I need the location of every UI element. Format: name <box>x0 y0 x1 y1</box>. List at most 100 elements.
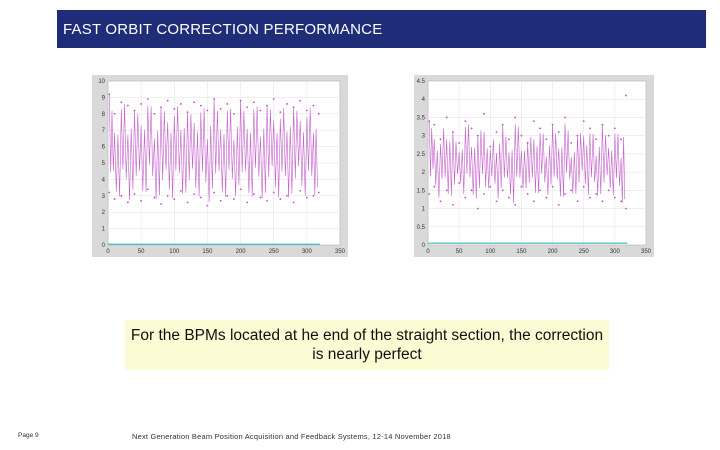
right-chart-point-min <box>520 185 523 188</box>
right-chart-point-min <box>470 189 473 192</box>
left-chart-point-min <box>246 201 249 204</box>
left-chart-y-tick-label: 9 <box>102 95 106 101</box>
right-chart-point-max <box>439 138 442 141</box>
right-chart-point-max <box>458 142 461 144</box>
right-chart-point-max <box>551 123 554 126</box>
left-chart-x-tick-label: 250 <box>269 249 280 255</box>
right-chart-point-min <box>508 196 510 199</box>
left-chart-point-max <box>160 106 162 109</box>
right-chart-point-max <box>514 116 517 119</box>
right-chart-point-max <box>470 127 473 130</box>
right-chart-point-min <box>445 189 448 192</box>
left-chart-point-max <box>140 103 143 105</box>
left-chart-point-min <box>226 194 229 197</box>
left-chart-point-min <box>305 196 308 199</box>
left-chart-point-min <box>266 199 268 202</box>
left-chart-x-tick-label: 150 <box>202 249 213 255</box>
right-chart-point-min <box>620 200 622 203</box>
left-chart-point-max <box>146 98 149 100</box>
left-plot-svg: 0 50 100 150 200 250 300 350 0 1 2 3 4 5 6 7 8 9 10 <box>98 79 345 255</box>
right-chart-point-max <box>476 134 479 137</box>
left-chart-point-max <box>266 104 268 107</box>
right-chart-point-min <box>532 200 535 203</box>
left-chart-point-max <box>166 99 169 102</box>
right-chart-point-max <box>582 120 585 122</box>
left-chart-point-max <box>133 109 136 112</box>
left-chart-point-min <box>259 196 262 199</box>
left-chart-x-tick-label: 50 <box>138 249 145 255</box>
right-chart-x-tick-label: 100 <box>485 249 496 255</box>
left-chart-y-tick-label: 2 <box>102 210 106 216</box>
left-chart-point-max <box>186 111 189 114</box>
left-chart-point-max <box>233 112 235 115</box>
right-chart-point-min <box>607 189 610 192</box>
right-chart-point-max <box>445 116 448 119</box>
left-chart-point-max <box>206 109 209 112</box>
right-chart-point-min <box>489 185 492 188</box>
left-chart-point-min <box>186 201 189 204</box>
left-chart-point-max <box>219 107 222 110</box>
right-chart-y-tick-label: 3.5 <box>417 115 426 121</box>
left-chart-point-min <box>299 189 302 192</box>
left-chart-point-max <box>199 104 202 107</box>
left-chart-x-tick-label: 200 <box>236 249 247 255</box>
left-chart-y-tick-label: 3 <box>102 194 106 200</box>
left-chart-point-min <box>286 194 288 197</box>
left-chart-point-max <box>299 99 302 102</box>
left-chart-point-max <box>252 101 255 104</box>
left-chart-point-max <box>113 112 116 115</box>
left-chart-point-min <box>146 188 149 191</box>
left-chart-point-min <box>166 194 169 197</box>
page-number: Page 9 <box>18 432 39 439</box>
right-chart-x-tick-label: 200 <box>548 249 559 255</box>
right-chart-y-tick-label: 2 <box>422 170 426 176</box>
left-chart-point-min <box>126 201 129 204</box>
right-chart-point-max <box>557 131 560 133</box>
right-chart-point-max <box>545 138 548 141</box>
left-chart-point-max <box>226 103 229 105</box>
right-chart-point-min <box>539 189 542 192</box>
right-chart-point-min <box>582 185 585 188</box>
right-chart-point-min <box>551 185 554 188</box>
right-chart-y-tick-label: 4.5 <box>417 79 426 85</box>
left-chart-point-max <box>317 112 320 115</box>
right-chart-y-tick-label: 4 <box>422 97 426 103</box>
right-chart-point-max <box>483 112 485 115</box>
left-chart-y-tick-label: 1 <box>102 227 106 233</box>
right-chart-point-min <box>476 207 479 210</box>
caption-text: For the BPMs located at he end of the st… <box>130 327 604 363</box>
left-chart-x-tick-label: 0 <box>106 249 110 255</box>
left-chart-point-min <box>113 198 116 200</box>
right-chart-point-min <box>452 204 454 206</box>
left-chart-point-min <box>272 191 275 194</box>
left-chart-point-max <box>239 99 242 102</box>
right-chart-point-min <box>625 207 627 210</box>
left-chart-y-tick-label: 7 <box>102 128 106 134</box>
right-chart-point-min <box>501 189 504 192</box>
right-chart-point-max <box>625 94 627 97</box>
left-chart-point-min <box>213 191 215 194</box>
right-chart-y-tick-label: 2.5 <box>417 152 426 158</box>
left-chart-point-min <box>239 188 242 191</box>
right-chart-point-min <box>428 193 431 195</box>
right-chart-point-min <box>613 196 616 199</box>
title-bar: FAST ORBIT CORRECTION PERFORMANCE <box>57 10 706 48</box>
right-chart-point-max <box>520 134 523 137</box>
right-chart-point-min <box>514 204 517 206</box>
left-chart-y-tick-label: 8 <box>102 112 106 118</box>
left-chart-y-tick-label: 4 <box>102 177 106 183</box>
left-chart-point-max <box>312 104 315 107</box>
left-chart-point-min <box>252 193 255 196</box>
right-chart-y-tick-label: 0 <box>422 243 426 249</box>
left-chart-y-tick-label: 6 <box>102 145 106 151</box>
right-chart-point-min <box>495 200 498 203</box>
right-chart-y-tick-label: 1 <box>422 207 426 213</box>
right-chart-point-min <box>439 200 442 203</box>
right-chart-plot-area <box>427 80 647 246</box>
left-chart-point-min <box>108 191 111 194</box>
right-chart-point-min <box>458 182 461 184</box>
right-chart-y-tick-label: 1.5 <box>417 188 426 194</box>
left-chart-point-max <box>272 98 275 100</box>
left-chart-point-min <box>279 198 282 200</box>
left-chart-y-tick-label: 10 <box>98 79 105 85</box>
